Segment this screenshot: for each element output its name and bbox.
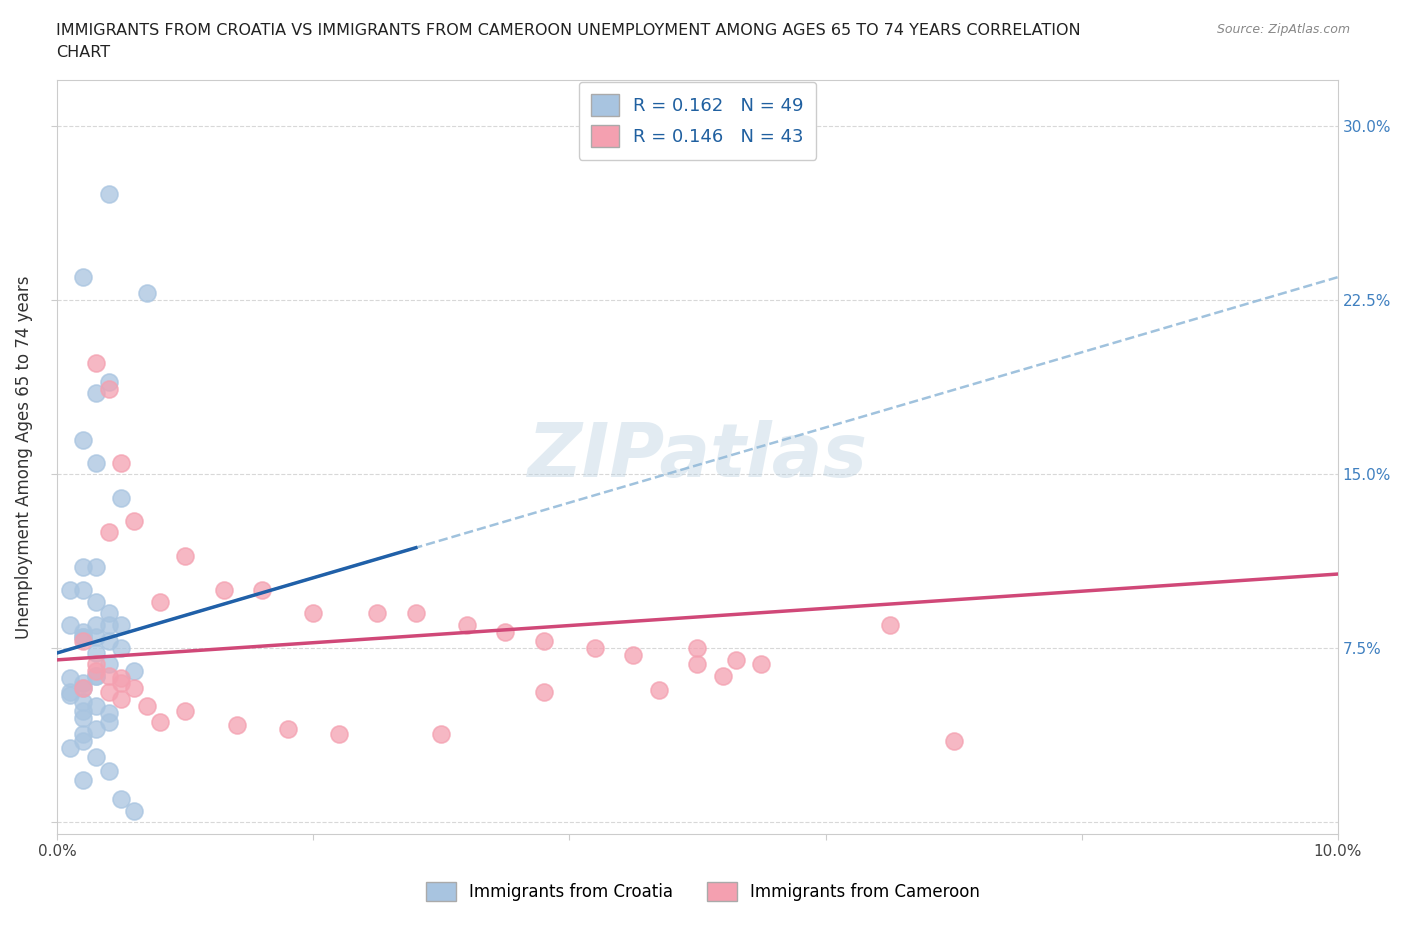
Point — [494, 625, 516, 640]
Point — [72, 680, 94, 695]
Point — [110, 791, 132, 806]
Point — [97, 669, 120, 684]
Point — [72, 694, 94, 709]
Point — [149, 715, 172, 730]
Point — [97, 381, 120, 396]
Point — [942, 734, 965, 749]
Point — [59, 618, 82, 632]
Point — [84, 669, 107, 684]
Point — [72, 711, 94, 725]
Point — [72, 680, 94, 695]
Legend: R = 0.162   N = 49, R = 0.146   N = 43: R = 0.162 N = 49, R = 0.146 N = 43 — [579, 82, 815, 160]
Point — [84, 355, 107, 370]
Point — [110, 675, 132, 690]
Point — [225, 717, 247, 732]
Point — [72, 560, 94, 575]
Point — [84, 658, 107, 672]
Point — [72, 675, 94, 690]
Text: ZIPatlas: ZIPatlas — [527, 420, 868, 494]
Point — [59, 671, 82, 685]
Legend: Immigrants from Croatia, Immigrants from Cameroon: Immigrants from Croatia, Immigrants from… — [419, 876, 987, 908]
Point — [72, 703, 94, 718]
Point — [97, 684, 120, 699]
Point — [97, 658, 120, 672]
Point — [366, 606, 388, 621]
Point — [72, 432, 94, 447]
Point — [110, 618, 132, 632]
Point — [72, 630, 94, 644]
Point — [724, 653, 747, 668]
Point — [212, 583, 235, 598]
Point — [686, 641, 709, 656]
Point — [136, 698, 159, 713]
Point — [122, 804, 145, 818]
Point — [97, 186, 120, 201]
Point — [72, 726, 94, 741]
Point — [84, 456, 107, 471]
Point — [405, 606, 427, 621]
Point — [84, 594, 107, 609]
Point — [72, 630, 94, 644]
Point — [97, 715, 120, 730]
Point — [84, 750, 107, 764]
Point — [174, 703, 197, 718]
Point — [97, 525, 120, 539]
Point — [84, 722, 107, 737]
Point — [59, 687, 82, 702]
Point — [122, 513, 145, 528]
Point — [59, 740, 82, 755]
Point — [97, 634, 120, 649]
Point — [122, 664, 145, 679]
Point — [59, 583, 82, 598]
Point — [623, 648, 645, 663]
Point — [84, 560, 107, 575]
Point — [328, 726, 350, 741]
Point — [122, 680, 145, 695]
Point — [72, 773, 94, 788]
Point — [711, 669, 734, 684]
Point — [72, 270, 94, 285]
Text: CHART: CHART — [56, 45, 110, 60]
Point — [879, 618, 901, 632]
Point — [110, 692, 132, 707]
Point — [97, 374, 120, 389]
Point — [84, 618, 107, 632]
Point — [648, 683, 671, 698]
Point — [277, 722, 299, 737]
Point — [72, 625, 94, 640]
Point — [84, 645, 107, 660]
Point — [84, 664, 107, 679]
Point — [751, 658, 773, 672]
Point — [59, 684, 82, 699]
Point — [84, 386, 107, 401]
Point — [97, 764, 120, 778]
Point — [136, 286, 159, 301]
Point — [110, 456, 132, 471]
Point — [430, 726, 453, 741]
Point — [97, 618, 120, 632]
Text: Source: ZipAtlas.com: Source: ZipAtlas.com — [1216, 23, 1350, 36]
Point — [72, 734, 94, 749]
Point — [110, 671, 132, 685]
Point — [686, 658, 709, 672]
Point — [149, 594, 172, 609]
Point — [533, 634, 555, 649]
Point — [110, 641, 132, 656]
Point — [456, 618, 478, 632]
Point — [110, 490, 132, 505]
Text: IMMIGRANTS FROM CROATIA VS IMMIGRANTS FROM CAMEROON UNEMPLOYMENT AMONG AGES 65 T: IMMIGRANTS FROM CROATIA VS IMMIGRANTS FR… — [56, 23, 1081, 38]
Point — [97, 606, 120, 621]
Point — [84, 630, 107, 644]
Y-axis label: Unemployment Among Ages 65 to 74 years: Unemployment Among Ages 65 to 74 years — [15, 275, 32, 639]
Point — [72, 634, 94, 649]
Point — [583, 641, 606, 656]
Point — [97, 706, 120, 721]
Point — [174, 548, 197, 563]
Point — [250, 583, 273, 598]
Point — [533, 684, 555, 699]
Point — [84, 669, 107, 684]
Point — [302, 606, 325, 621]
Point — [84, 698, 107, 713]
Point — [72, 583, 94, 598]
